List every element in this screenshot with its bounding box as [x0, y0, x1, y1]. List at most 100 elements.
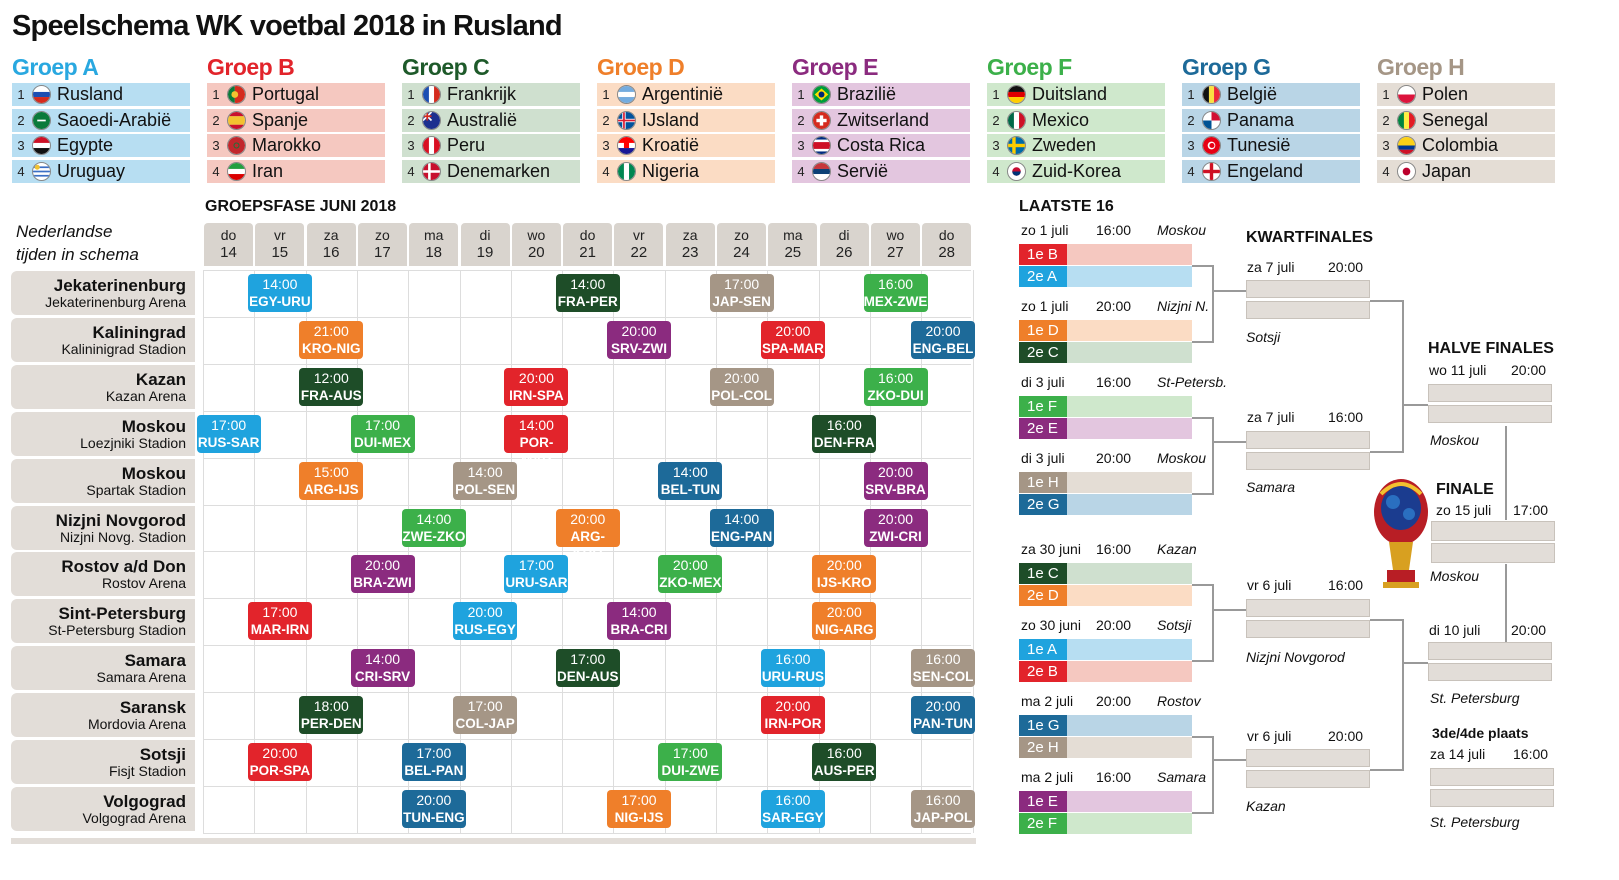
group-f: Groep F 1 Duitsland 2 Mexico 3 Zweden 4 Zuid-Kor… — [987, 52, 1165, 185]
day-name: wo — [527, 227, 546, 243]
team-rank: 4 — [1187, 163, 1195, 179]
flag-icon — [617, 110, 636, 130]
bracket-line — [1212, 441, 1246, 443]
match-time: 17:00 — [1513, 502, 1549, 518]
team-name: Denemarken — [447, 160, 551, 181]
match-cell: 12:00 FRA-AUS — [299, 367, 364, 406]
grid-row-line — [203, 457, 971, 459]
team-name: Australië — [447, 109, 518, 130]
team-rank: 4 — [17, 163, 25, 179]
r16-slot: 2e A — [1019, 266, 1192, 287]
match-time: 16:00 — [1096, 541, 1132, 557]
qf-title: KWARTFINALES — [1246, 229, 1374, 246]
r16-slot: 1e C — [1019, 563, 1192, 584]
venue-stadium: Loezjniki Stadion — [80, 434, 186, 451]
match-city: Moskou — [1157, 450, 1207, 466]
match-cell: 20:00 ENG-BEL — [911, 320, 975, 359]
match-cell: 20:00 IRN-POR — [760, 696, 825, 735]
r16-slot: 2e F — [1019, 813, 1192, 834]
group-title: Groep D — [597, 54, 685, 80]
flag-icon — [32, 110, 51, 130]
slot-label: 2e D — [1019, 585, 1067, 606]
match-time: 17:00 — [211, 416, 247, 433]
grid-row-line — [203, 785, 971, 787]
team-name: Iran — [252, 160, 284, 181]
team-name: Zwitserland — [837, 109, 930, 130]
match-time: 20:00 — [1328, 259, 1364, 275]
team-row: 4 Servië — [792, 159, 970, 183]
flag-icon — [32, 161, 51, 181]
group-title: Groep C — [402, 54, 490, 80]
match-time: 14:00 — [365, 651, 401, 668]
team-name: Rusland — [57, 84, 124, 104]
flag-icon — [617, 85, 636, 104]
r16-slot: 2e C — [1019, 342, 1192, 363]
match-teams: ENG-PAN — [711, 528, 773, 544]
grid-row-line — [203, 739, 971, 740]
grid-row-line — [203, 363, 971, 365]
team-rank: 4 — [1382, 163, 1390, 179]
match-cell: 16:00 DEN-FRA — [812, 414, 877, 453]
team-row: 1 Duitsland — [987, 83, 1165, 106]
match-time: 18:00 — [313, 698, 349, 715]
match-cell: 17:00 COL-JAP — [453, 696, 518, 735]
team-row: 3 Kroatië — [597, 134, 775, 158]
team-name: Servië — [837, 160, 889, 181]
day-header: vr 15 — [255, 223, 305, 266]
flag-icon — [422, 85, 441, 104]
flag-icon — [812, 110, 831, 130]
match-time: 15:00 — [313, 463, 349, 480]
final-slot — [1431, 521, 1555, 541]
team-row: 4 Iran — [207, 159, 385, 183]
bracket-line — [1192, 660, 1214, 662]
match-teams: IRN-SPA — [509, 387, 564, 403]
flag-icon — [617, 161, 636, 181]
match-cell: 21:00 KRO-NIG — [299, 320, 364, 359]
grid-row-line — [203, 598, 971, 600]
match-time: 20:00 — [672, 557, 708, 574]
match-teams: JAP-SEN — [712, 294, 771, 309]
match-time: 16:00 — [925, 791, 961, 808]
team-row: 1 Frankrijk — [402, 83, 580, 106]
day-number: 18 — [425, 244, 443, 261]
day-header: ma 25 — [768, 223, 818, 266]
venue-city: Moskou — [121, 463, 186, 483]
bracket-line — [1402, 619, 1404, 771]
match-teams: AUS-PER — [813, 763, 875, 778]
bracket-line — [1212, 759, 1246, 761]
flag-icon — [812, 161, 831, 181]
match-cell: 17:00 DUI-MEX — [350, 414, 415, 453]
day-name: zo — [374, 227, 390, 243]
match-cell: 14:00 ZWE-ZKO — [401, 508, 466, 547]
team-rank: 2 — [1187, 112, 1195, 128]
team-rank: 2 — [602, 112, 610, 128]
match-date: ma 2 juli — [1021, 769, 1074, 785]
sf-slot — [1428, 642, 1552, 660]
match-cell: 17:00 DUI-ZWE — [658, 743, 723, 781]
match-teams: ZKO-DUI — [867, 387, 924, 403]
match-date: wo 11 juli — [1429, 362, 1487, 378]
match-time: 17:00 — [570, 651, 606, 668]
match-time: 20:00 — [416, 791, 452, 808]
group-title: Groep G — [1182, 54, 1271, 80]
match-cell: 20:00 TUN-ENG — [401, 789, 466, 828]
match-cell: 17:00 MAR-IRN — [247, 602, 312, 641]
slot-label: 1e C — [1019, 563, 1067, 584]
match-time: 21:00 — [313, 322, 349, 339]
bracket-line — [1212, 609, 1246, 611]
venue-stadium: Nizjni Novg. Stadion — [59, 528, 186, 545]
match-cell: 14:00 POL-SEN — [453, 461, 518, 500]
match-teams: ZKO-MEX — [659, 575, 722, 591]
day-number: 14 — [220, 244, 237, 261]
day-number: 15 — [271, 244, 289, 261]
flag-icon — [1397, 136, 1416, 156]
slot-label: 1e E — [1019, 791, 1067, 812]
match-time: 20:00 — [1096, 450, 1132, 466]
day-name: do — [220, 227, 237, 243]
match-teams: DUI-MEX — [354, 434, 412, 450]
flag-icon — [1397, 110, 1416, 130]
team-row: 2 Zwitserland — [792, 108, 970, 132]
group-title: Groep B — [207, 54, 295, 80]
grid-row-line — [203, 832, 971, 834]
match-teams: KRO-NIG — [302, 340, 361, 356]
